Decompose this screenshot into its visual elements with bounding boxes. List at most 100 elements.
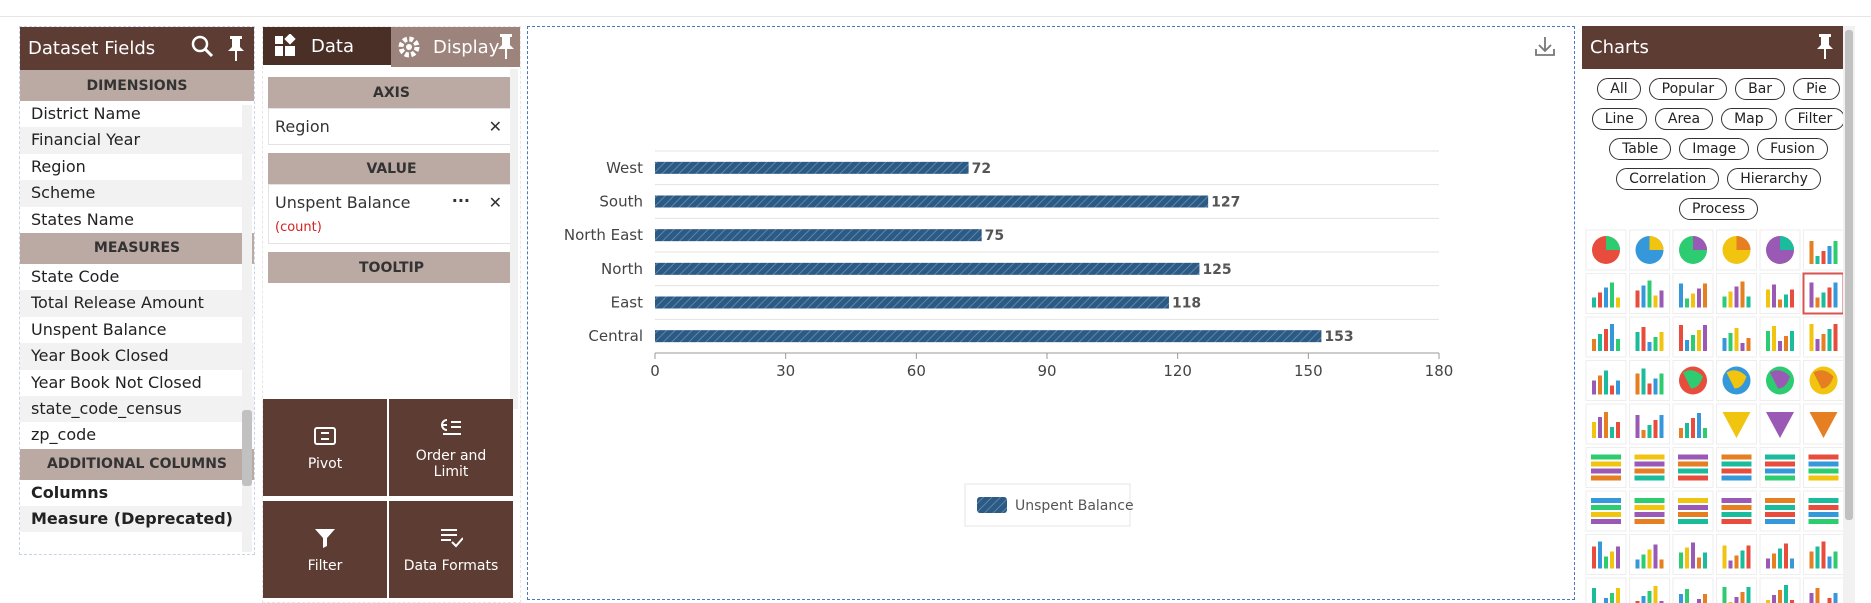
- filter-pill[interactable]: Hierarchy: [1727, 168, 1821, 190]
- tab-label[interactable]: Display: [433, 36, 500, 58]
- filter-pill[interactable]: Process: [1678, 198, 1759, 220]
- chart-type-icon[interactable]: [1759, 273, 1801, 314]
- chart-type-icon[interactable]: [1759, 534, 1801, 575]
- chart-type-icon[interactable]: [1585, 229, 1627, 271]
- chart-type-icon[interactable]: [1802, 272, 1845, 315]
- chart-type-icon[interactable]: [1629, 273, 1670, 314]
- chart-type-icon[interactable]: [1759, 316, 1801, 358]
- field-item[interactable]: Region: [31, 156, 86, 176]
- chart-type-icon[interactable]: [1716, 273, 1757, 314]
- chart-type-icon[interactable]: [1672, 403, 1714, 445]
- filter-pill[interactable]: Image: [1679, 138, 1750, 160]
- aggregation[interactable]: (count): [275, 220, 322, 235]
- chart-type-icon[interactable]: [1759, 577, 1801, 603]
- field-item[interactable]: States Name: [31, 209, 134, 229]
- remove-button[interactable]: ✕: [488, 193, 502, 212]
- chart-type-icon[interactable]: [1759, 229, 1801, 271]
- field-item[interactable]: zp_code: [31, 425, 97, 445]
- field-item[interactable]: District Name: [31, 104, 141, 123]
- filter-pill[interactable]: Area: [1654, 108, 1714, 130]
- chart-type-icon[interactable]: [1672, 316, 1714, 358]
- tab-label[interactable]: Data: [311, 35, 354, 57]
- chart-type-icon[interactable]: [1585, 577, 1627, 603]
- chart-type-icon[interactable]: [1803, 229, 1844, 271]
- filter-pill[interactable]: Fusion: [1757, 138, 1828, 160]
- chart-type-icon[interactable]: [1585, 360, 1627, 401]
- download-icon[interactable]: [1535, 37, 1555, 56]
- chart-type-icon[interactable]: [1629, 360, 1670, 401]
- field-item[interactable]: Columns: [31, 482, 109, 502]
- remove-button[interactable]: ✕: [488, 117, 502, 136]
- filter-pill[interactable]: Filter: [1784, 108, 1846, 130]
- chart-type-icon[interactable]: [1585, 534, 1627, 575]
- chart-type-icon[interactable]: [1629, 316, 1670, 358]
- action-button[interactable]: Pivot: [263, 399, 387, 496]
- chart-type-icon[interactable]: [1759, 360, 1801, 401]
- chart-type-icon[interactable]: [1672, 534, 1714, 575]
- filter-pill[interactable]: All: [1597, 78, 1641, 100]
- pin-icon[interactable]: [1815, 33, 1837, 59]
- chart-type-icon[interactable]: [1585, 490, 1627, 532]
- scroll-thumb[interactable]: [1845, 30, 1853, 520]
- chart-type-icon[interactable]: [1585, 403, 1627, 445]
- chart-type-icon[interactable]: [1629, 447, 1670, 488]
- button-label[interactable]: Data Formats: [403, 557, 499, 574]
- chart-type-icon[interactable]: [1716, 534, 1757, 575]
- chart-type-icon[interactable]: [1585, 316, 1627, 358]
- button-label[interactable]: Filter: [307, 557, 343, 574]
- chart-type-icon[interactable]: [1716, 447, 1757, 488]
- button-label[interactable]: Order and Limit: [415, 447, 487, 480]
- chart-type-icon[interactable]: [1803, 316, 1844, 358]
- field-item[interactable]: Year Book Closed: [20, 343, 254, 370]
- pin-icon[interactable]: [496, 33, 518, 59]
- filter-pill[interactable]: Line: [1591, 108, 1647, 130]
- field-item[interactable]: Financial Year: [20, 127, 254, 154]
- action-button[interactable]: Order and Limit: [389, 399, 513, 496]
- chart-type-icon[interactable]: [1629, 577, 1670, 603]
- chart-type-icon[interactable]: [1672, 360, 1714, 401]
- field-item[interactable]: Unspent Balance: [31, 319, 167, 339]
- field-item[interactable]: Total Release Amount: [20, 290, 254, 317]
- chart-type-icon[interactable]: [1803, 403, 1844, 445]
- chart-type-icon[interactable]: [1629, 403, 1670, 445]
- chart-type-icon[interactable]: [1629, 490, 1670, 532]
- filter-pill[interactable]: Bar: [1735, 78, 1786, 100]
- chart-type-icon[interactable]: [1803, 534, 1844, 575]
- chart-type-icon[interactable]: [1716, 316, 1757, 358]
- chart-type-icon[interactable]: [1716, 360, 1757, 401]
- chart-type-icon[interactable]: [1716, 577, 1757, 603]
- scroll-thumb[interactable]: [242, 410, 252, 486]
- field-item[interactable]: Year Book Not Closed: [31, 372, 202, 392]
- action-button[interactable]: Data Formats: [389, 501, 513, 598]
- tab[interactable]: Data: [263, 27, 391, 67]
- chart-type-icon[interactable]: [1672, 577, 1714, 603]
- chart-type-icon[interactable]: [1672, 447, 1714, 488]
- chart-type-icon[interactable]: [1759, 403, 1801, 445]
- field-item[interactable]: State Code: [31, 266, 120, 286]
- chart-type-icon[interactable]: [1803, 360, 1844, 401]
- chart-type-icon[interactable]: [1759, 447, 1801, 488]
- field-item[interactable]: Scheme: [20, 180, 254, 207]
- filter-pill[interactable]: Popular: [1648, 78, 1728, 100]
- filter-pill[interactable]: Map: [1721, 108, 1777, 130]
- chart-type-icon[interactable]: [1672, 490, 1714, 532]
- header-icons[interactable]: [188, 33, 248, 63]
- tab[interactable]: Display: [391, 27, 520, 67]
- chart-type-icon[interactable]: [1716, 490, 1757, 532]
- chart-type-icon[interactable]: [1585, 447, 1627, 488]
- chart-type-icon[interactable]: [1759, 490, 1801, 532]
- chart-type-icon[interactable]: [1672, 273, 1714, 314]
- chart-type-icon[interactable]: [1585, 273, 1627, 314]
- filter-pill[interactable]: Table: [1609, 138, 1672, 160]
- chart-type-icon[interactable]: [1716, 229, 1757, 271]
- chart-type-icon[interactable]: [1716, 403, 1757, 445]
- field-item[interactable]: Measure (Deprecated): [20, 506, 254, 533]
- filter-pill[interactable]: Correlation: [1616, 168, 1720, 190]
- chart-type-icon[interactable]: [1672, 229, 1714, 271]
- button-label[interactable]: Pivot: [307, 455, 343, 472]
- field-item[interactable]: state_code_census: [20, 395, 254, 423]
- chart-type-icon[interactable]: [1629, 534, 1670, 575]
- chart-type-icon[interactable]: [1629, 229, 1670, 271]
- more-button[interactable]: ···: [451, 191, 470, 210]
- action-button[interactable]: Filter: [263, 501, 387, 598]
